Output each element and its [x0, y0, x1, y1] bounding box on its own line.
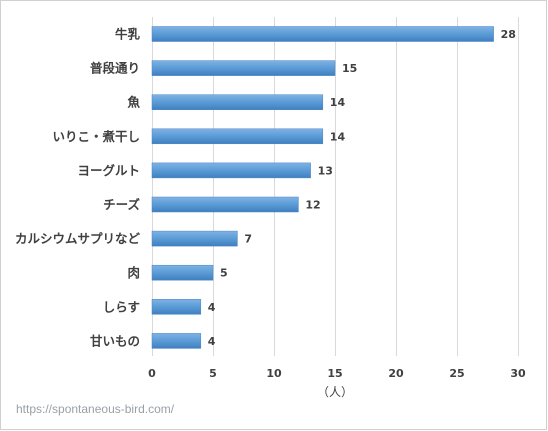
bar	[151, 196, 299, 213]
category-label: しらす	[103, 299, 140, 314]
value-label: 13	[318, 164, 333, 177]
category-label: 普段通り	[90, 61, 140, 76]
bar	[151, 60, 336, 76]
bar	[151, 26, 494, 42]
value-label: 28	[501, 28, 516, 41]
bar	[151, 162, 311, 179]
watermark-url: https://spontaneous-bird.com/	[16, 402, 175, 416]
value-label: 14	[330, 96, 346, 109]
x-tick-label: 25	[449, 367, 464, 380]
bars-group	[151, 26, 494, 349]
x-tick-label: 10	[266, 367, 282, 380]
category-label: 魚	[127, 95, 140, 110]
category-label: 甘いもの	[90, 333, 140, 348]
x-tick-label: 0	[148, 367, 156, 380]
category-label: いりこ・煮干し	[52, 129, 140, 144]
value-label: 12	[305, 199, 320, 212]
category-label: チーズ	[103, 197, 140, 212]
category-label: 牛乳	[115, 27, 141, 42]
value-labels: 28 15 14 14 13 12 7 5 4 4	[208, 28, 516, 348]
bar	[151, 128, 324, 145]
x-tick-label: 20	[388, 367, 404, 380]
value-label: 5	[220, 267, 228, 280]
value-label: 15	[342, 62, 357, 75]
x-tick-label: 15	[327, 367, 342, 380]
bar	[151, 264, 214, 281]
bar	[151, 94, 324, 110]
x-tick-labels: 0 5 10 15 20 25 30	[148, 367, 526, 380]
x-tick-label: 30	[510, 367, 526, 380]
value-label: 7	[244, 233, 252, 246]
category-label: ヨーグルト	[77, 163, 140, 178]
category-label: カルシウムサプリなど	[15, 231, 141, 246]
bar	[151, 230, 238, 247]
value-label: 4	[208, 335, 216, 348]
bar	[151, 299, 202, 315]
category-label: 肉	[127, 265, 140, 280]
x-axis-label: （人）	[317, 385, 353, 399]
bar	[151, 333, 202, 349]
value-label: 14	[330, 130, 346, 143]
x-tick-label: 5	[209, 367, 217, 380]
value-label: 4	[208, 301, 216, 314]
